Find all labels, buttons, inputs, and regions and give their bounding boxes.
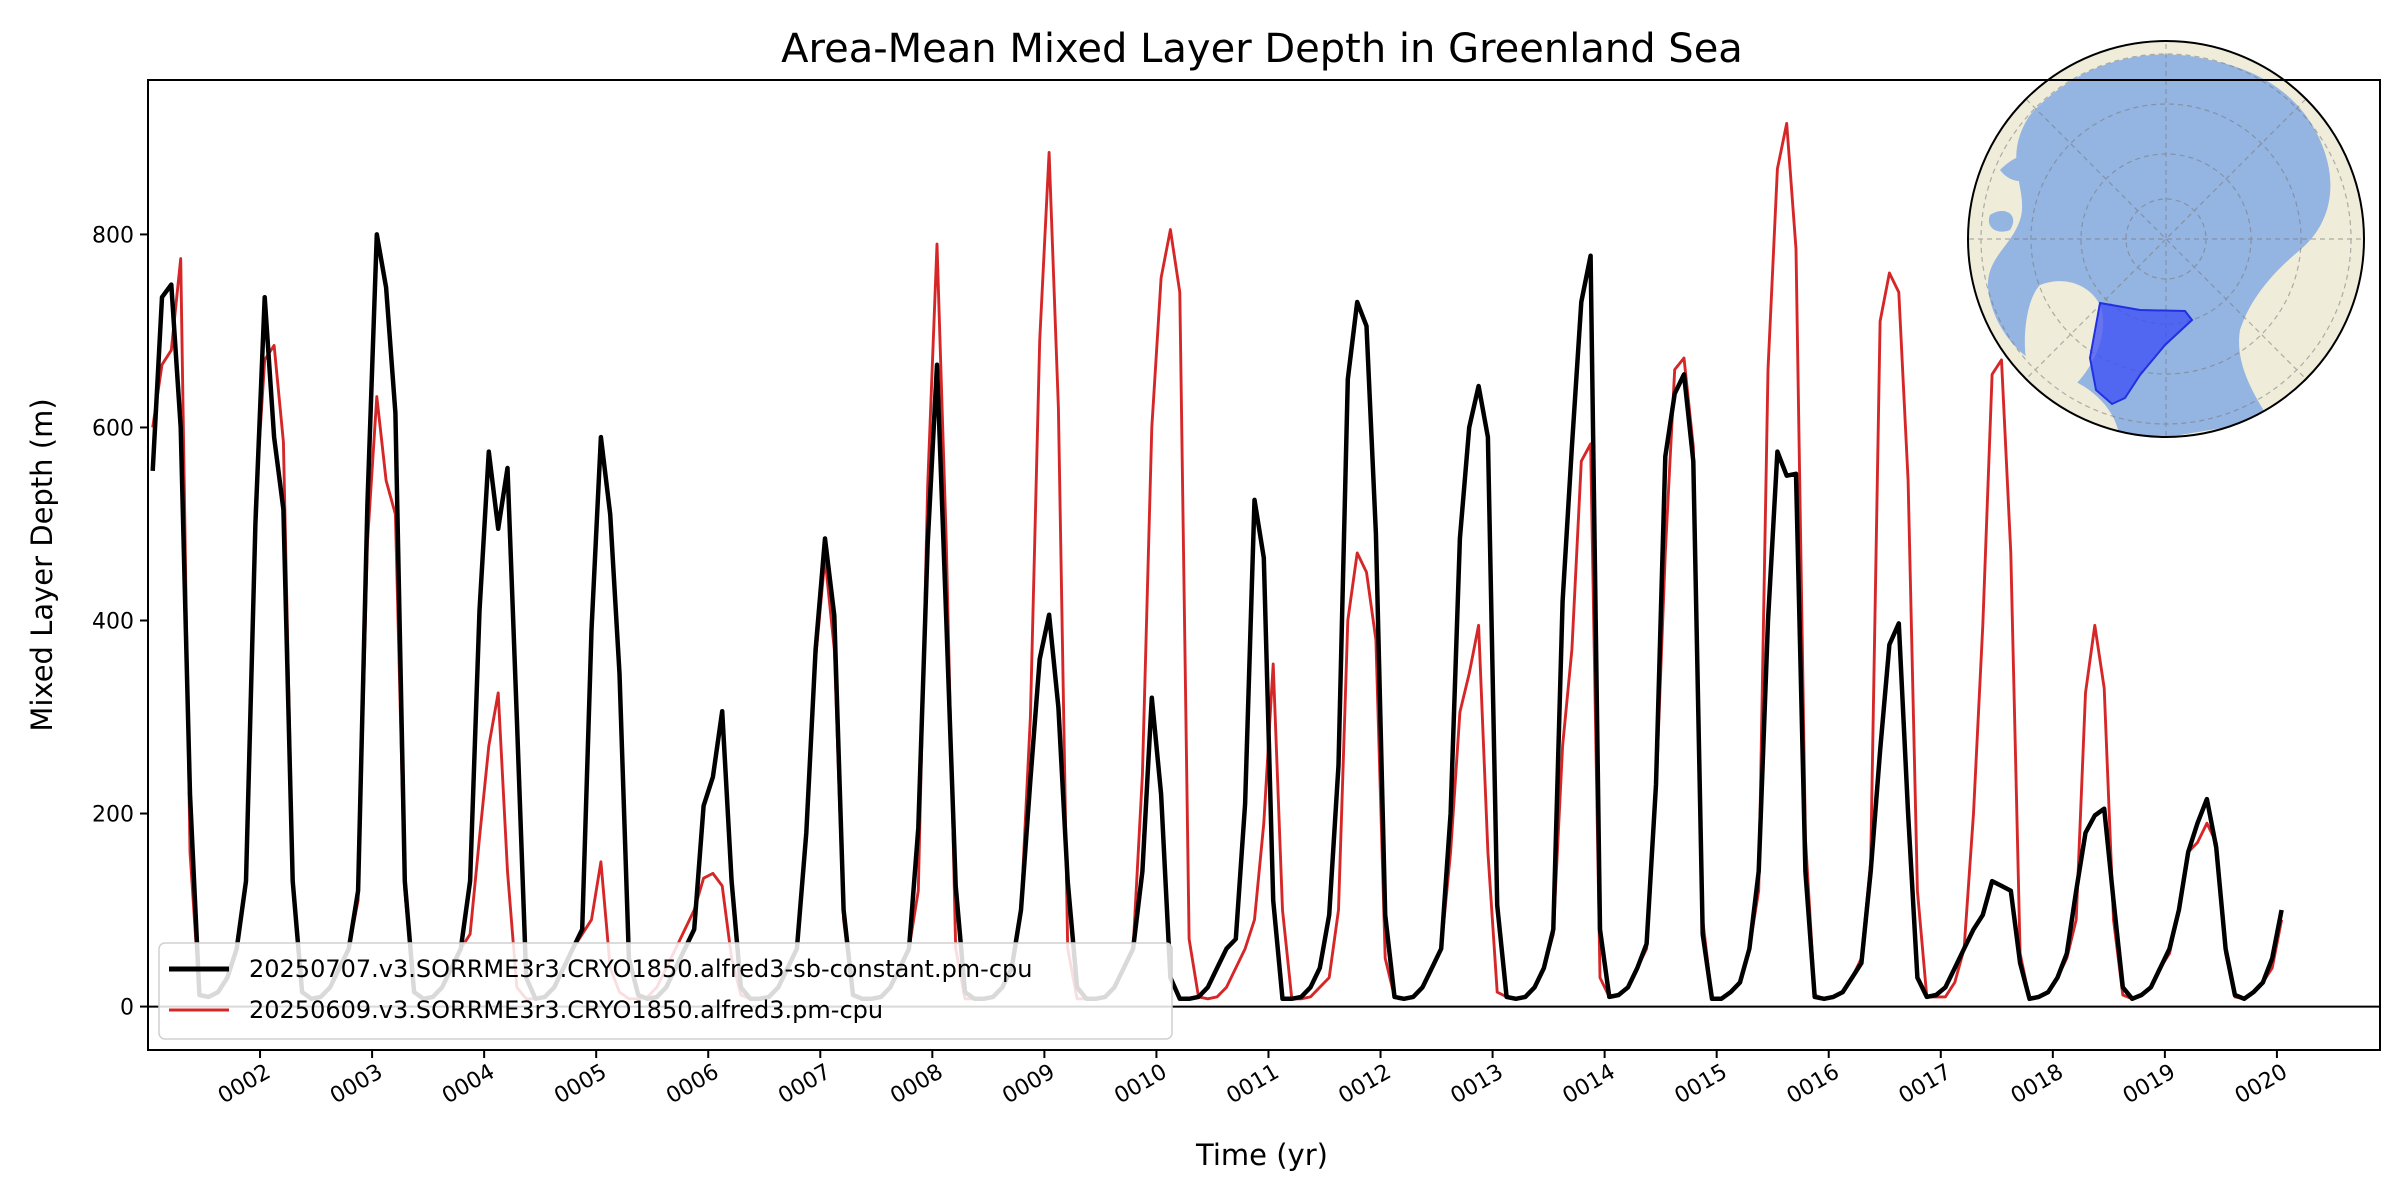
legend: 20250707.v3.SORRME3r3.CRYO1850.alfred3-s… [158, 942, 1173, 1040]
x-tick-label: 0016 [1783, 1060, 1844, 1110]
inset-map [1967, 40, 2365, 438]
canadian-archipelago-shape [1988, 154, 2050, 232]
x-tick-label: 0007 [774, 1060, 835, 1110]
y-tick-label: 400 [92, 609, 134, 634]
x-tick-label: 0014 [1559, 1060, 1620, 1110]
x-tick-label: 0005 [550, 1060, 611, 1110]
x-axis: 0002 0003 0004 0005 0006 0007 0008 0009 0010 0011… [214, 1050, 2292, 1109]
y-tick-label: 0 [120, 996, 134, 1021]
chart-title: Area-Mean Mixed Layer Depth in Greenland… [781, 26, 1743, 72]
x-tick-label: 0008 [886, 1060, 947, 1110]
legend-label-black: 20250707.v3.SORRME3r3.CRYO1850.alfred3-s… [249, 955, 1032, 983]
x-tick-label: 0011 [1222, 1060, 1283, 1110]
x-tick-label: 0012 [1335, 1060, 1396, 1110]
greenland-shape [2024, 281, 2104, 394]
y-tick-label: 600 [92, 416, 134, 441]
legend-box [158, 942, 1173, 1040]
x-tick-label: 0004 [438, 1060, 499, 1110]
series-group [150, 121, 2284, 1002]
y-tick-label: 800 [92, 223, 134, 248]
plot-frame [147, 79, 2381, 1051]
x-tick-label: 0003 [326, 1060, 387, 1110]
x-tick-label: 0006 [662, 1060, 723, 1110]
x-tick-label: 0018 [2007, 1060, 2068, 1110]
series-line-sb-constant [150, 232, 2284, 1002]
x-tick-label: 0010 [1110, 1060, 1171, 1110]
x-tick-label: 0017 [1895, 1060, 1956, 1110]
x-axis-label: Time (yr) [1195, 1138, 1328, 1172]
greenland-sea-region [2088, 301, 2194, 406]
x-tick-label: 0013 [1447, 1060, 1508, 1110]
x-tick-label: 0009 [998, 1060, 1059, 1110]
x-tick-label: 0019 [2119, 1060, 2180, 1110]
y-axis: 0 200 400 600 800 [92, 223, 148, 1021]
x-tick-label: 0002 [214, 1060, 275, 1110]
x-tick-label: 0015 [1671, 1060, 1732, 1110]
y-tick-label: 200 [92, 803, 134, 828]
y-axis-label: Mixed Layer Depth (m) [25, 398, 59, 731]
x-tick-label: 0020 [2231, 1060, 2292, 1110]
legend-label-red: 20250609.v3.SORRME3r3.CRYO1850.alfred3.p… [249, 996, 883, 1024]
